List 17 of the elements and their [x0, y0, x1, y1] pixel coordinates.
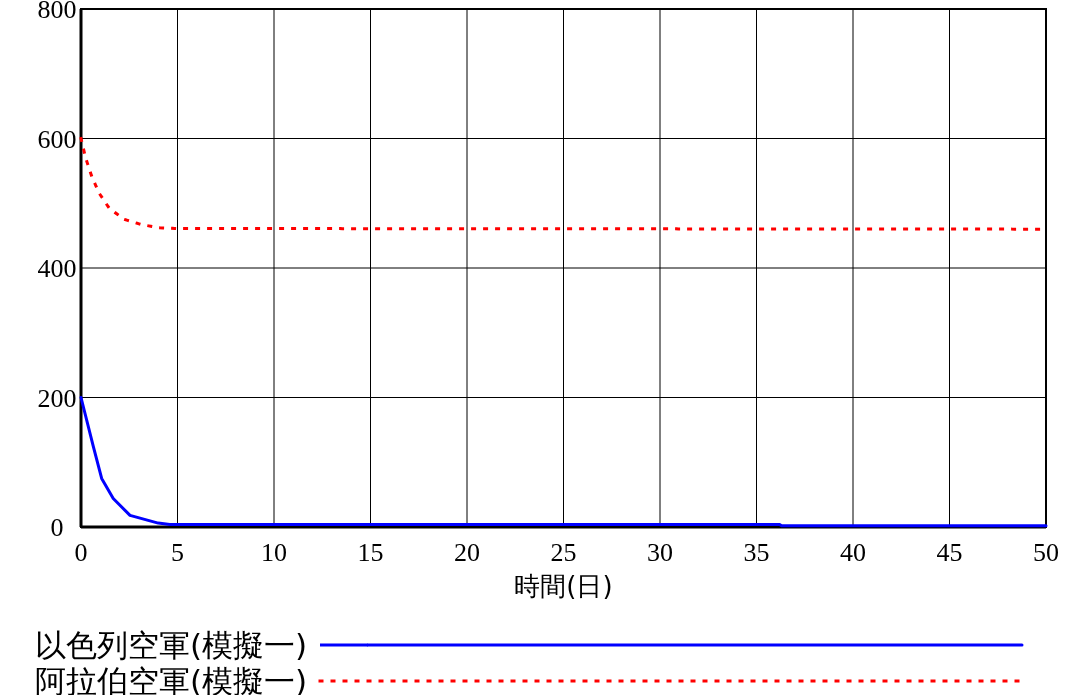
x-tick-label: 30 [647, 538, 673, 567]
x-tick-label: 45 [936, 538, 963, 567]
y-tick-label: 800 [37, 0, 77, 25]
x-axis-title: 時間(日) [514, 571, 613, 601]
x-tick-label: 40 [840, 538, 866, 567]
x-tick-label: 25 [550, 538, 577, 567]
x-tick-label: 5 [171, 538, 184, 567]
x-tick-label: 35 [743, 538, 770, 567]
y-tick-label: 600 [37, 124, 77, 154]
x-tick-label: 15 [357, 538, 384, 567]
y-tick-label: 400 [37, 254, 77, 284]
x-tick-label: 20 [454, 538, 480, 567]
y-tick-label: 0 [50, 513, 64, 543]
y-tick-label: 200 [37, 383, 77, 413]
legend-label: 以色列空軍(模擬一) [35, 626, 308, 663]
x-tick-label: 10 [261, 538, 287, 567]
x-tick-label: 50 [1033, 538, 1059, 567]
